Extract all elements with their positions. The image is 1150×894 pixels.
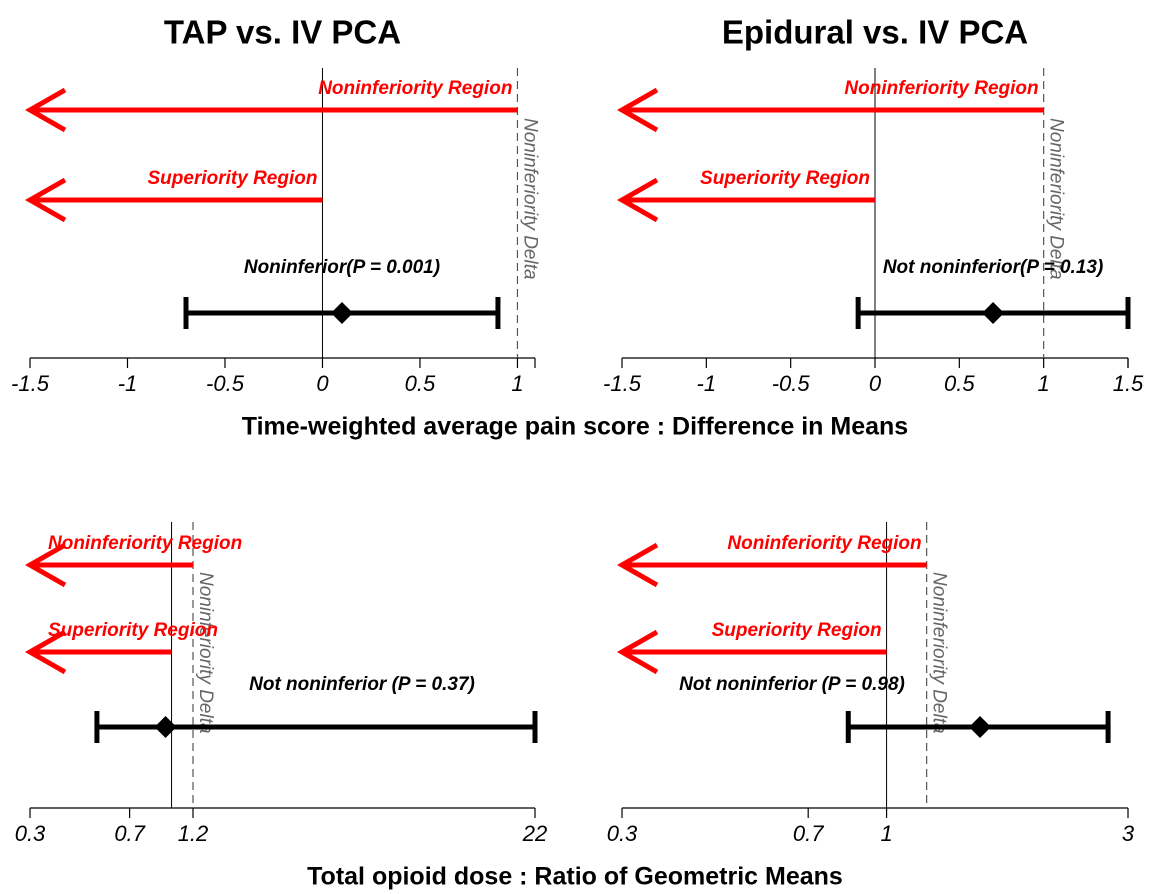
superiority-arrow-head (616, 629, 659, 675)
superiority-arrow-head (24, 629, 67, 675)
x-tick-label: -1 (118, 371, 138, 396)
superiority-arrow-label: Superiority Region (700, 168, 870, 189)
x-tick-label: 0.7 (793, 821, 824, 846)
x-tick-label: 0 (316, 371, 329, 396)
x-tick-label: 0.5 (944, 371, 975, 396)
panel-title: TAP vs. IV PCA (164, 14, 401, 51)
noninferiority-arrow-head (24, 542, 67, 588)
x-axis-label: Time-weighted average pain score : Diffe… (242, 413, 908, 441)
delta-label: Noninferiority Delta (1046, 118, 1067, 280)
superiority-arrow-label: Superiority Region (712, 620, 882, 641)
x-tick-label: -1 (697, 371, 717, 396)
x-tick-label: 1 (1038, 371, 1050, 396)
noninferiority-arrow-head (616, 87, 659, 133)
x-tick-label: 1.2 (178, 821, 209, 846)
delta-label: Noninferiority Delta (929, 572, 950, 734)
x-tick-label: 22 (522, 821, 547, 846)
superiority-arrow-head (24, 177, 67, 223)
x-tick-label: 0 (869, 371, 882, 396)
x-tick-label: 0.5 (405, 371, 436, 396)
x-tick-label: 3 (1122, 821, 1135, 846)
noninferiority-arrow-label: Noninferiority Region (844, 78, 1038, 99)
x-tick-label: -0.5 (772, 371, 811, 396)
superiority-arrow-label: Superiority Region (48, 620, 218, 641)
x-tick-label: 1.5 (1113, 371, 1144, 396)
superiority-arrow-head (616, 177, 659, 223)
superiority-arrow-label: Superiority Region (148, 168, 318, 189)
x-axis-label: Total opioid dose : Ratio of Geometric M… (307, 863, 843, 891)
estimate (969, 716, 992, 738)
noninferiority-arrow-label: Noninferiority Region (318, 78, 512, 99)
noninferiority-arrow-label: Noninferiority Region (48, 533, 242, 554)
noninferiority-arrow-head (616, 542, 659, 588)
estimate (982, 302, 1005, 324)
noninferiority-arrow-head (24, 87, 67, 133)
x-tick-label: -0.5 (206, 371, 245, 396)
x-tick-label: 0.7 (114, 821, 145, 846)
result-label: Not noninferior (P = 0.98) (679, 674, 905, 695)
delta-label: Noninferiority Delta (195, 572, 216, 734)
x-tick-label: 1 (511, 371, 523, 396)
panel-title: Epidural vs. IV PCA (722, 14, 1028, 51)
x-tick-label: 1 (880, 821, 892, 846)
estimate (330, 302, 353, 324)
x-tick-label: -1.5 (603, 371, 642, 396)
x-tick-label: 0.3 (15, 821, 46, 846)
result-label: Not noninferior(P = 0.13) (883, 257, 1103, 278)
delta-label: Noninferiority Delta (519, 118, 540, 280)
noninferiority-arrow-label: Noninferiority Region (727, 533, 921, 554)
result-label: Not noninferior (P = 0.37) (249, 674, 475, 695)
x-tick-label: -1.5 (11, 371, 50, 396)
estimate (154, 716, 177, 738)
x-tick-label: 0.3 (607, 821, 638, 846)
result-label: Noninferior(P = 0.001) (244, 257, 440, 278)
